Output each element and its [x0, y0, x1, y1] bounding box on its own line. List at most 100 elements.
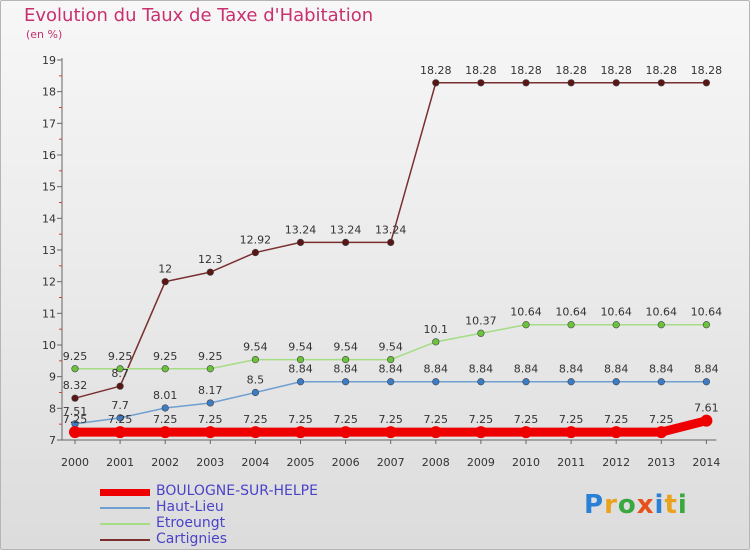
data-label: 7.25 — [424, 413, 449, 426]
data-label: 8.32 — [63, 379, 88, 392]
data-label: 10.37 — [465, 314, 497, 327]
data-point — [522, 321, 530, 329]
y-tick-label: 14 — [42, 212, 56, 225]
data-point — [612, 79, 620, 87]
data-point — [477, 378, 485, 386]
data-point — [384, 426, 397, 439]
data-label: 8.84 — [378, 363, 403, 376]
y-tick-label: 18 — [42, 86, 56, 99]
legend-label: BOULOGNE-SUR-HELPE — [156, 483, 318, 499]
data-label: 10.64 — [555, 306, 587, 319]
data-label: 10.64 — [646, 306, 678, 319]
data-point — [161, 365, 169, 373]
data-label: 9.25 — [153, 350, 178, 363]
data-label: 13.24 — [330, 223, 362, 236]
data-point — [477, 329, 485, 337]
data-point — [251, 388, 259, 397]
data-label: 10.64 — [691, 306, 723, 319]
data-point — [296, 238, 305, 246]
data-label: 8.17 — [198, 384, 223, 397]
data-label: 10.64 — [600, 306, 632, 319]
data-label: 7.25 — [514, 413, 539, 426]
legend-swatch — [100, 489, 150, 496]
data-label: 7.25 — [559, 413, 584, 426]
legend-swatch — [100, 523, 150, 525]
x-tick-label: 2000 — [61, 456, 89, 469]
x-tick-label: 2001 — [106, 456, 134, 469]
data-point — [520, 426, 532, 439]
y-tick-label: 9 — [49, 371, 56, 384]
data-point — [432, 378, 440, 386]
data-label: 12 — [158, 263, 172, 276]
x-tick-label: 2002 — [151, 456, 179, 469]
data-label: 8.84 — [469, 363, 494, 376]
data-point — [610, 426, 623, 439]
x-tick-label: 2012 — [602, 456, 630, 469]
data-label: 10.64 — [510, 306, 542, 319]
data-point — [387, 238, 395, 246]
data-label: 8.84 — [424, 363, 449, 376]
data-label: 13.24 — [285, 223, 317, 236]
x-tick-label: 2014 — [692, 456, 720, 469]
data-label: 18.28 — [691, 64, 723, 77]
data-label: 8.84 — [649, 363, 674, 376]
data-point — [522, 79, 530, 87]
data-label: 7.25 — [378, 413, 403, 426]
data-label: 9.54 — [243, 341, 268, 354]
data-label: 7.25 — [288, 413, 313, 426]
data-point — [116, 382, 124, 390]
x-tick-label: 2008 — [422, 456, 450, 469]
y-tick-label: 8 — [49, 402, 56, 415]
data-point — [612, 378, 620, 386]
x-tick-label: 2009 — [467, 456, 495, 469]
data-label: 8.84 — [333, 363, 358, 376]
data-label: 9.54 — [288, 341, 313, 354]
data-label: 7.25 — [198, 413, 223, 426]
legend-label: Haut-Lieu — [156, 499, 224, 515]
data-point — [657, 321, 665, 329]
data-point — [657, 79, 665, 87]
chart-title: Evolution du Taux de Taxe d'Habitation — [24, 5, 374, 26]
data-label: 8.84 — [559, 363, 584, 376]
legend-label: Cartignies — [156, 531, 228, 547]
y-tick-label: 16 — [42, 149, 56, 162]
data-point — [159, 426, 172, 439]
data-point — [432, 79, 440, 87]
data-point — [477, 79, 485, 87]
y-tick-label: 17 — [42, 117, 56, 130]
data-point — [161, 278, 169, 286]
data-point — [567, 79, 575, 87]
data-point — [657, 378, 665, 386]
data-point — [296, 355, 305, 364]
data-label: 7.25 — [469, 413, 494, 426]
data-label: 7.25 — [333, 413, 358, 426]
data-point — [567, 321, 575, 329]
x-tick-label: 2006 — [332, 456, 360, 469]
data-label: 7.25 — [153, 413, 178, 426]
data-label: 8.84 — [514, 363, 539, 376]
y-tick-label: 19 — [42, 54, 56, 67]
data-point — [114, 426, 127, 439]
data-label: 9.25 — [108, 350, 133, 363]
data-label: 7.25 — [108, 413, 133, 426]
data-label: 7.51 — [63, 405, 88, 418]
data-label: 18.28 — [420, 64, 452, 77]
data-point — [387, 378, 395, 386]
data-point — [71, 365, 79, 373]
data-label: 18.28 — [510, 64, 542, 77]
data-point — [387, 355, 395, 364]
data-label: 9.54 — [333, 341, 358, 354]
y-tick-label: 13 — [42, 244, 56, 257]
data-label: 8.84 — [604, 363, 629, 376]
data-label: 18.28 — [600, 64, 632, 77]
data-point — [251, 355, 259, 364]
chart-unit-label: (en %) — [26, 28, 63, 41]
x-tick-label: 2004 — [241, 456, 269, 469]
data-point — [432, 338, 440, 346]
data-label: 9.25 — [198, 350, 223, 363]
data-label: 9.25 — [63, 350, 88, 363]
data-point — [206, 268, 214, 276]
data-label: 7.25 — [604, 413, 629, 426]
